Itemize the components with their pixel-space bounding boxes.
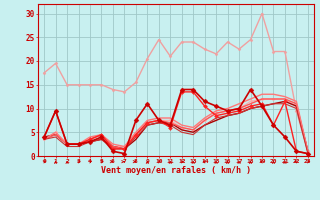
X-axis label: Vent moyen/en rafales ( km/h ): Vent moyen/en rafales ( km/h ): [101, 166, 251, 175]
